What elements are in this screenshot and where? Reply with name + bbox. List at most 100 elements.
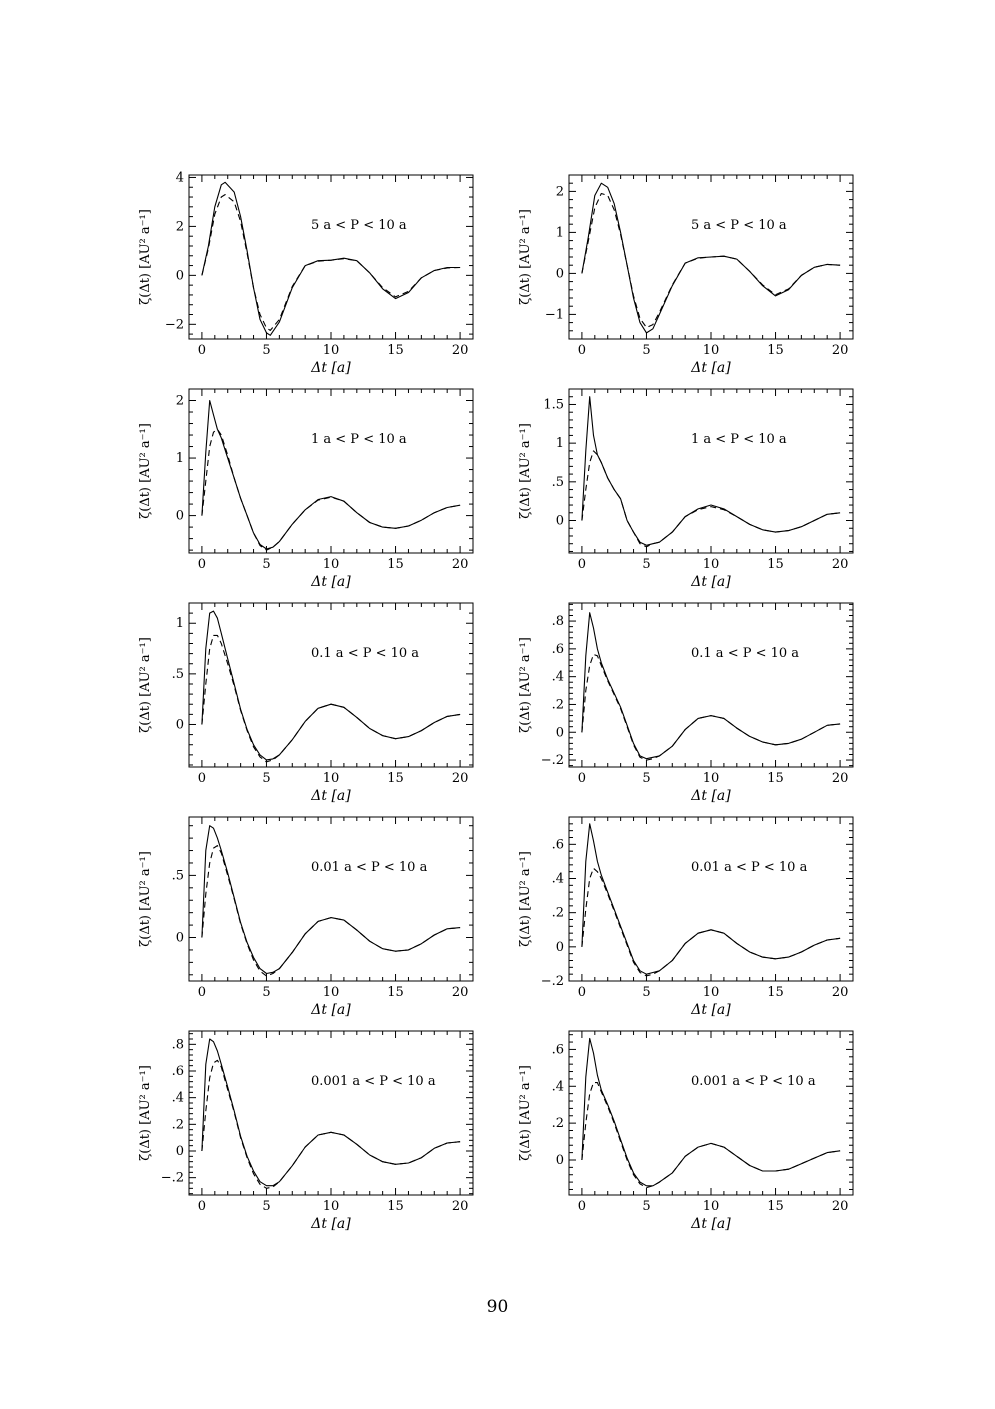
panel-1: 0 5 10 15 20 −2 0 2 4 Δt [a] ζ(Δt) [AU² a⁻¹] 5 a < … (138, 170, 474, 376)
y-tick-label: −.2 (541, 753, 564, 768)
series-line-dashed (581, 1082, 841, 1189)
y-tick-label: 0 (556, 940, 564, 955)
x-tick-label: 0 (198, 1199, 206, 1214)
y-tick-label: 2 (176, 394, 184, 409)
series-line-dashed (581, 653, 841, 761)
panel-7: 0 5 10 15 20 0 .5 Δt [a] ζ(Δt) [AU² a⁻¹] 0.01 a <… (138, 816, 474, 1018)
y-tick-label: 0 (556, 1153, 564, 1168)
plot-frame (188, 602, 474, 768)
x-tick-label: 10 (703, 985, 720, 1000)
y-axis-label: ζ(Δt) [AU² a⁻¹] (138, 209, 153, 305)
series-line-solid (201, 181, 461, 336)
y-tick-label: .4 (552, 872, 564, 887)
page-number: 90 (486, 1297, 509, 1317)
series-line-solid (201, 399, 461, 550)
plot-frame (568, 388, 854, 554)
x-tick-label: 15 (387, 985, 404, 1000)
y-axis-label: ζ(Δt) [AU² a⁻¹] (518, 209, 533, 305)
series-line-dashed (201, 845, 461, 977)
y-tick-label: 0 (176, 268, 184, 283)
series-line-dashed (581, 192, 841, 329)
series-line-solid (201, 1038, 461, 1187)
series-line-dashed (201, 428, 461, 551)
y-tick-label: .6 (172, 1064, 184, 1079)
x-axis-label: Δt [a] (310, 788, 351, 804)
period-range-annotation: 1 a < P < 10 a (311, 432, 407, 447)
y-tick-label: −.2 (541, 974, 564, 989)
x-tick-label: 15 (387, 557, 404, 572)
y-tick-label: .8 (552, 614, 564, 629)
x-tick-label: 0 (198, 771, 206, 786)
period-range-annotation: 5 a < P < 10 a (311, 218, 407, 233)
panel-10: 0 5 10 15 20 0 .2 .4 .6 Δt [a] ζ(Δt) [AU² a⁻¹] 0.00… (518, 1030, 854, 1232)
y-tick-label: −.2 (161, 1171, 184, 1186)
x-tick-label: 20 (832, 771, 849, 786)
y-tick-label: .6 (552, 837, 564, 852)
x-tick-label: 15 (387, 1199, 404, 1214)
panel-9: 0 5 10 15 20 −.2 0 .2 .4 .6 .8 Δt [a] ζ(Δt) [AU² a⁻¹… (138, 1030, 474, 1232)
period-range-annotation: 0.1 a < P < 10 a (311, 646, 419, 661)
y-tick-label: 1 (556, 436, 564, 451)
x-tick-label: 20 (452, 343, 469, 358)
x-tick-label: 15 (767, 1199, 784, 1214)
y-tick-label: 0 (176, 717, 184, 732)
x-tick-label: 15 (767, 771, 784, 786)
y-axis-label: ζ(Δt) [AU² a⁻¹] (138, 423, 153, 519)
series-line-solid (581, 396, 841, 546)
x-axis-label: Δt [a] (690, 360, 731, 376)
y-axis-label: ζ(Δt) [AU² a⁻¹] (138, 637, 153, 733)
x-tick-label: 15 (767, 985, 784, 1000)
x-tick-label: 5 (262, 985, 270, 1000)
y-tick-label: 2 (556, 184, 564, 199)
x-tick-label: 20 (452, 1199, 469, 1214)
y-tick-label: 0 (556, 514, 564, 529)
x-axis-label: Δt [a] (690, 1216, 731, 1232)
series-line-solid (201, 610, 461, 761)
y-tick-label: .8 (172, 1037, 184, 1052)
plot-frame (188, 816, 474, 982)
x-tick-label: 10 (703, 343, 720, 358)
x-tick-label: 0 (198, 985, 206, 1000)
series-line-solid (581, 1037, 841, 1187)
x-tick-label: 0 (578, 557, 586, 572)
period-range-annotation: 0.1 a < P < 10 a (691, 646, 799, 661)
x-axis-label: Δt [a] (310, 1002, 351, 1018)
x-tick-label: 5 (262, 343, 270, 358)
x-tick-label: 15 (387, 771, 404, 786)
period-range-annotation: 0.001 a < P < 10 a (691, 1074, 816, 1089)
x-tick-label: 10 (703, 557, 720, 572)
series-line-solid (581, 612, 841, 760)
y-tick-label: 0 (176, 931, 184, 946)
x-tick-label: 20 (832, 557, 849, 572)
y-tick-label: .5 (552, 475, 564, 490)
plot-frame (568, 602, 854, 768)
period-range-annotation: 0.001 a < P < 10 a (311, 1074, 436, 1089)
x-axis-label: Δt [a] (690, 1002, 731, 1018)
panel-3: 0 5 10 15 20 0 1 2 Δt [a] ζ(Δt) [AU² a⁻¹] 1 a < P … (138, 388, 474, 590)
x-tick-label: 10 (323, 771, 340, 786)
plot-frame (568, 1030, 854, 1196)
y-tick-label: .4 (552, 670, 564, 685)
period-range-annotation: 5 a < P < 10 a (691, 218, 787, 233)
x-tick-label: 20 (832, 343, 849, 358)
panel-8: 0 5 10 15 20 −.2 0 .2 .4 .6 Δt [a] ζ(Δt) [AU² a⁻¹] 0… (518, 816, 854, 1018)
x-tick-label: 20 (832, 985, 849, 1000)
period-range-annotation: 0.01 a < P < 10 a (311, 860, 428, 875)
y-tick-label: 1 (176, 451, 184, 466)
y-tick-label: .6 (552, 1042, 564, 1057)
x-tick-label: 10 (323, 1199, 340, 1214)
x-tick-label: 20 (452, 771, 469, 786)
x-tick-label: 5 (642, 1199, 650, 1214)
panel-4: 0 5 10 15 20 0 .5 1 1.5 Δt [a] ζ(Δt) [AU² a⁻¹] 1 a … (518, 388, 854, 590)
x-tick-label: 5 (262, 771, 270, 786)
x-tick-label: 15 (387, 343, 404, 358)
x-tick-label: 5 (642, 771, 650, 786)
x-tick-label: 20 (452, 985, 469, 1000)
y-tick-label: .2 (552, 1116, 564, 1131)
series-line-dashed (201, 194, 461, 331)
y-axis-label: ζ(Δt) [AU² a⁻¹] (518, 851, 533, 947)
x-tick-label: 20 (832, 1199, 849, 1214)
x-axis-label: Δt [a] (690, 574, 731, 590)
x-axis-label: Δt [a] (310, 1216, 351, 1232)
